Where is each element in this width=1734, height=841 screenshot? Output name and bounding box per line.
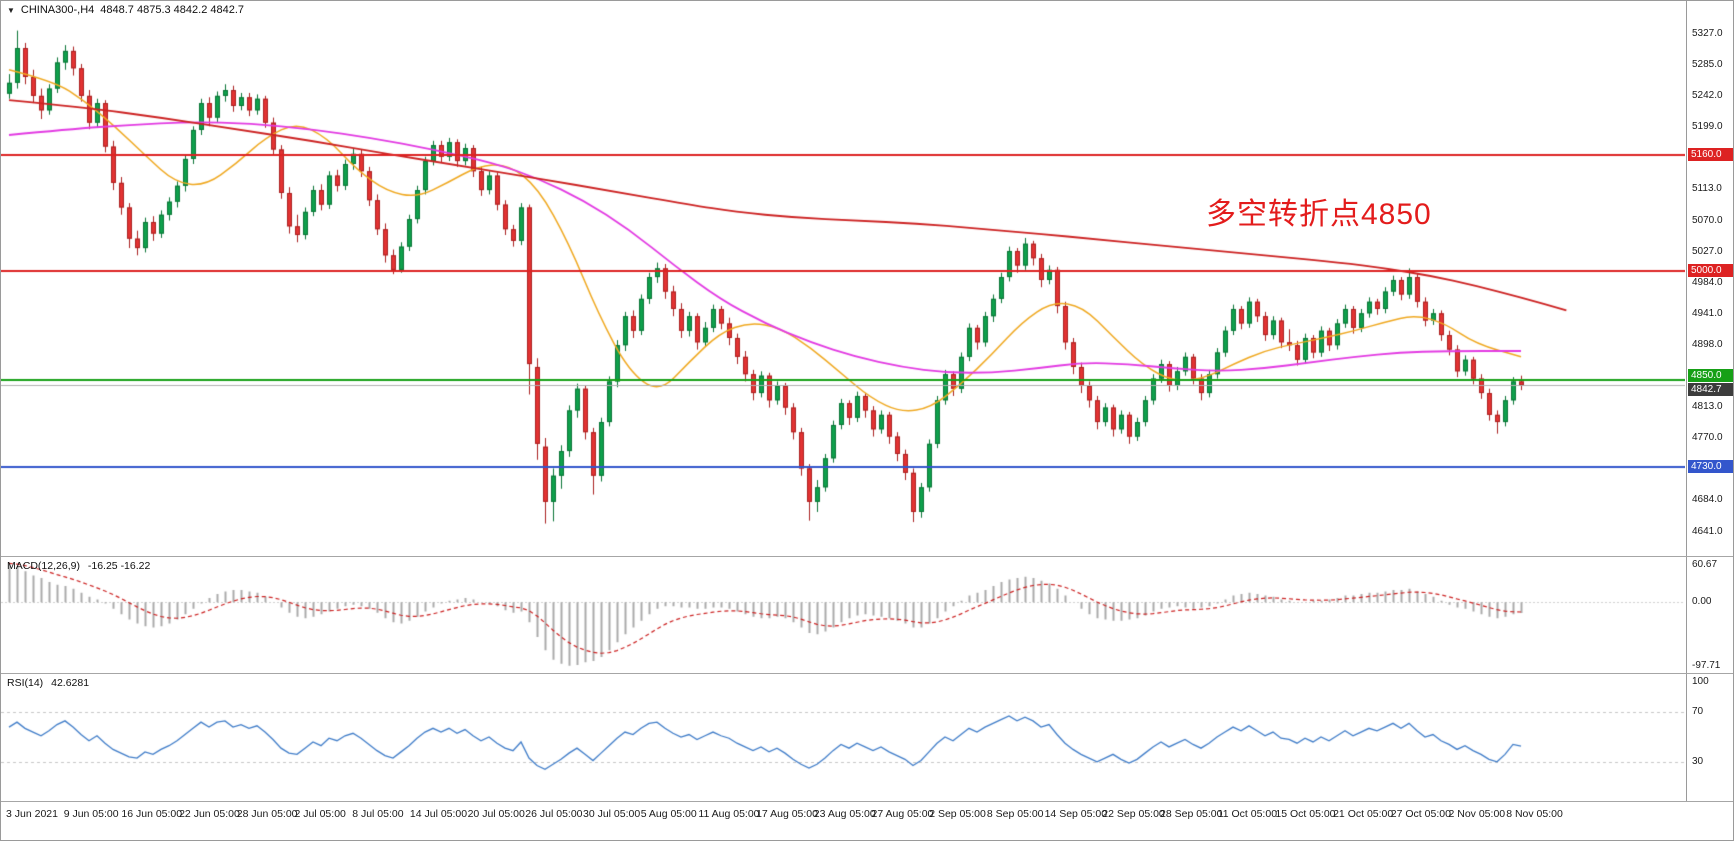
time-axis-label: 8 Jul 05:00 [352,808,404,820]
price-tick-label: 5327.0 [1692,28,1723,40]
symbol-info: ▼ CHINA300-,H4 4848.7 4875.3 4842.2 4842… [7,4,244,16]
time-axis-label: 11 Oct 05:00 [1217,808,1278,820]
time-axis-label: 5 Aug 05:00 [640,808,697,820]
price-level-badge[interactable]: 5160.0 [1688,148,1733,162]
price-tick-label: 5027.0 [1692,245,1723,257]
macd-scale-label: 60.67 [1692,559,1718,570]
time-axis-label: 26 Jul 05:00 [525,808,583,820]
time-axis-label: 27 Oct 05:00 [1390,808,1451,820]
time-axis-label: 17 Aug 05:00 [756,808,818,820]
price-macd-separator[interactable] [1,556,1733,557]
annotation-text[interactable]: 多空转折点4850 [1206,198,1432,231]
rsi-indicator-label: RSI(14) 42.6281 [7,677,94,689]
price-tick-label: 5199.0 [1692,121,1723,132]
time-axis-label: 11 Aug 05:00 [698,808,760,820]
macd-indicator-label: MACD(12,26,9) -16.25 -16.22 [7,560,155,572]
macd-scale-label: 0.00 [1692,596,1712,608]
macd-values: -16.25 -16.22 [87,560,151,572]
price-scale[interactable]: 5327.0 5285.0 5242.0 5199.0 5113.0 5070.0 5027… [1686,1,1733,801]
price-level-badge[interactable]: 4850.0 [1688,369,1733,383]
time-axis-label: 14 Jul 05:00 [409,808,468,820]
time-axis-label: 28 Jun 05:00 [236,808,298,820]
ohlc-values: 4848.7 4875.3 4842.2 4842.7 [100,4,245,16]
price-tick-label: 5113.0 [1692,183,1722,195]
time-axis-label: 30 Jul 05:00 [583,808,641,820]
time-axis-label: 15 Oct 05:00 [1275,808,1336,820]
price-tick-label: 4684.0 [1692,494,1723,506]
rsi-scale-label: 100 [1692,676,1709,687]
rsi-timeaxis-separator[interactable] [1,801,1733,802]
time-axis-label: 23 Aug 05:00 [813,808,876,820]
chart-plot-canvas[interactable] [1,1,1685,825]
price-tick-label: 4984.0 [1692,276,1723,288]
rsi-scale-label: 70 [1692,706,1704,718]
time-axis-label: 20 Jul 05:00 [467,808,525,820]
time-axis-label: 8 Sep 05:00 [986,808,1044,820]
price-tick-label: 4898.0 [1692,339,1723,351]
time-axis-label: 2 Sep 05:00 [929,808,986,820]
time-axis-label: 27 Aug 05:00 [871,808,934,820]
macd-scale-label: -97.71 [1692,660,1721,671]
time-axis-label: 9 Jun 05:00 [63,808,119,820]
price-tick-label: 4641.0 [1692,525,1723,537]
symbol-collapse-icon[interactable]: ▼ [7,5,15,15]
price-tick-label: 4813.0 [1692,400,1723,412]
symbol-period-label: CHINA300-,H4 [20,4,95,16]
price-tick-label: 5070.0 [1692,214,1723,226]
rsi-value: 42.6281 [51,677,90,689]
price-tick-label: 4941.0 [1692,308,1723,320]
time-axis-label: 16 Jun 05:00 [121,808,183,820]
macd-rsi-separator[interactable] [1,673,1733,674]
price-tick-label: 4770.0 [1692,432,1723,443]
time-axis-label: 14 Sep 05:00 [1044,808,1108,820]
price-level-badge[interactable]: 5000.0 [1688,264,1733,278]
time-axis-label: 21 Oct 05:00 [1333,808,1394,820]
time-axis-label: 22 Sep 05:00 [1102,808,1165,820]
rsi-scale-label: 30 [1692,755,1704,767]
time-axis-label: 2 Jul 05:00 [294,808,346,820]
time-axis-label: 3 Jun 2021 [6,808,58,820]
bid-price-badge[interactable]: 4842.7 [1688,383,1733,397]
rsi-name: RSI(14) [7,677,44,689]
time-axis-label: 28 Sep 05:00 [1160,808,1223,820]
time-axis[interactable]: 3 Jun 2021 9 Jun 05:00 16 Jun 05:00 22 Jun … [1,802,1686,828]
time-axis-label: 2 Nov 05:00 [1448,808,1506,820]
time-axis-label: 22 Jun 05:00 [179,808,240,820]
price-tick-label: 5242.0 [1692,89,1723,101]
macd-name: MACD(12,26,9) [7,560,80,572]
time-axis-label: 8 Nov 05:00 [1506,808,1563,820]
price-tick-label: 5285.0 [1692,58,1723,70]
price-level-badge[interactable]: 4730.0 [1688,460,1733,473]
